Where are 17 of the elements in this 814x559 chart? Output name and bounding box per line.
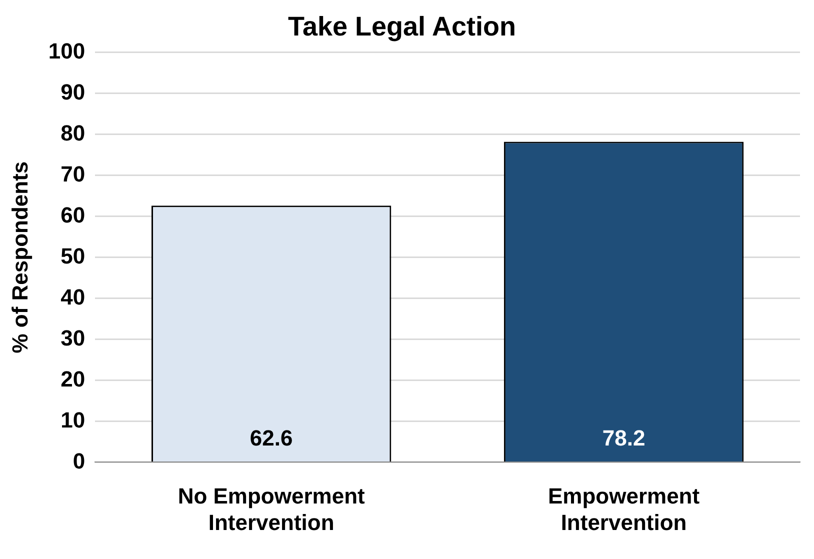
y-tick-label: 60 <box>60 202 86 228</box>
y-tick-label: 30 <box>60 325 86 350</box>
data-label: 78.2 <box>602 425 646 450</box>
y-tick-label: 50 <box>60 243 86 268</box>
y-tick-label: 70 <box>60 161 86 186</box>
y-tick-label: 80 <box>60 120 86 146</box>
y-axis-title: % of Respondents <box>7 161 32 354</box>
x-tick-label: Empowerment Intervention <box>548 483 700 535</box>
x-tick-label: No Empowerment Intervention <box>178 483 366 535</box>
y-tick-label: 0 <box>72 448 86 474</box>
y-tick-label: 10 <box>60 407 86 432</box>
y-tick-label: 90 <box>60 79 86 104</box>
y-tick-label: 100 <box>48 38 86 64</box>
y-tick-label: 40 <box>60 284 86 310</box>
chart-title: Take Legal Action <box>288 12 516 42</box>
data-label: 62.6 <box>250 425 293 450</box>
y-tick-label: 20 <box>60 366 86 392</box>
